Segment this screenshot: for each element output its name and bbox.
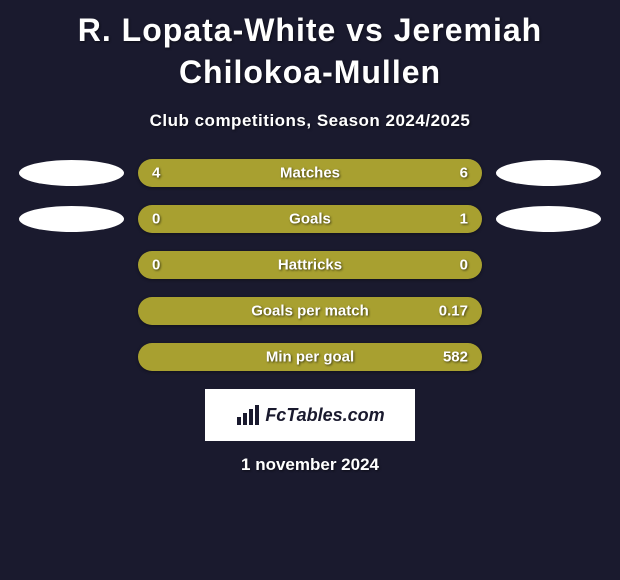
stat-bar-mpg: Min per goal 582 [138,343,482,371]
page-title: R. Lopata-White vs Jeremiah Chilokoa-Mul… [8,10,612,93]
date-label: 1 november 2024 [8,455,612,475]
stat-label: Goals per match [251,303,369,320]
stat-row: Goals per match 0.17 [8,297,612,325]
bars-icon [235,403,259,427]
player-left-marker [19,160,124,186]
stat-right-value: 582 [443,349,468,366]
stat-right-value: 1 [460,211,468,228]
stat-bar-goals: 0 Goals 1 [138,205,482,233]
player-left-marker [19,206,124,232]
player-right-marker [496,160,601,186]
bar-right-fill [207,205,482,233]
stat-left-value: 0 [152,257,160,274]
stat-row: 0 Hattricks 0 [8,251,612,279]
stat-bar-hattricks: 0 Hattricks 0 [138,251,482,279]
stat-bar-gpm: Goals per match 0.17 [138,297,482,325]
comparison-container: R. Lopata-White vs Jeremiah Chilokoa-Mul… [0,0,620,475]
spacer [496,298,601,324]
stat-bar-matches: 4 Matches 6 [138,159,482,187]
spacer [19,298,124,324]
subtitle: Club competitions, Season 2024/2025 [8,111,612,131]
spacer [19,344,124,370]
stat-row: 4 Matches 6 [8,159,612,187]
stat-left-value: 4 [152,165,160,182]
stat-right-value: 6 [460,165,468,182]
stat-row: 0 Goals 1 [8,205,612,233]
logo-box: FcTables.com [205,389,415,441]
spacer [496,252,601,278]
stat-row: Min per goal 582 [8,343,612,371]
bar-left-fill [138,205,207,233]
stat-label: Matches [280,165,340,182]
stat-label: Hattricks [278,257,342,274]
stat-left-value: 0 [152,211,160,228]
player-right-marker [496,206,601,232]
stat-right-value: 0.17 [439,303,468,320]
stat-right-value: 0 [460,257,468,274]
stat-label: Goals [289,211,331,228]
stats-list: 4 Matches 6 0 Goals 1 0 Hattri [8,159,612,371]
stat-label: Min per goal [266,349,354,366]
spacer [496,344,601,370]
spacer [19,252,124,278]
logo-text: FcTables.com [265,405,384,426]
